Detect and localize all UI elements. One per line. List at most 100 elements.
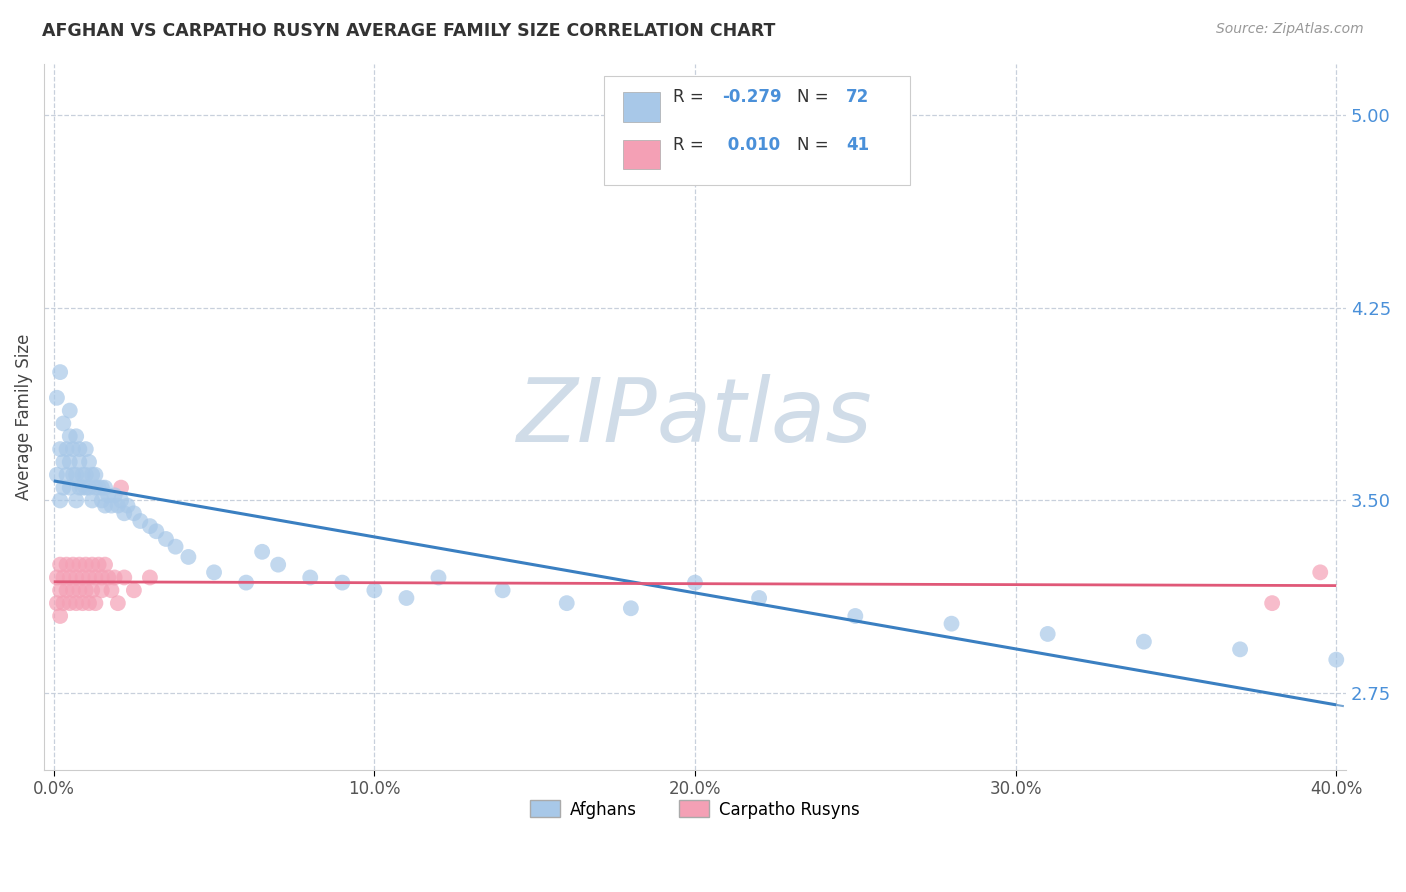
Point <box>67 442 90 456</box>
Point <box>250 545 273 559</box>
Point <box>112 570 135 584</box>
Point <box>49 609 72 624</box>
Point <box>49 365 72 379</box>
Text: -0.279: -0.279 <box>723 88 782 106</box>
Point <box>139 570 162 584</box>
Point <box>100 499 122 513</box>
Point <box>75 558 97 572</box>
Point <box>55 467 77 482</box>
Point <box>145 524 167 539</box>
Point <box>49 493 72 508</box>
Text: Source: ZipAtlas.com: Source: ZipAtlas.com <box>1216 22 1364 37</box>
Point <box>165 540 187 554</box>
Point <box>55 583 77 598</box>
Point <box>62 467 84 482</box>
Point <box>52 570 75 584</box>
Point <box>129 514 152 528</box>
Point <box>94 481 117 495</box>
Point <box>104 570 127 584</box>
Point <box>94 499 117 513</box>
Point <box>82 583 104 598</box>
Text: N =: N = <box>797 88 834 106</box>
Point <box>84 596 107 610</box>
Point <box>67 583 90 598</box>
Point <box>67 558 90 572</box>
Point <box>59 570 82 584</box>
Point <box>84 467 107 482</box>
Y-axis label: Average Family Size: Average Family Size <box>15 334 32 500</box>
Point <box>72 570 94 584</box>
Point <box>235 575 257 590</box>
Point <box>77 481 100 495</box>
Point <box>1036 627 1059 641</box>
Point <box>49 442 72 456</box>
Point <box>941 616 963 631</box>
Text: AFGHAN VS CARPATHO RUSYN AVERAGE FAMILY SIZE CORRELATION CHART: AFGHAN VS CARPATHO RUSYN AVERAGE FAMILY … <box>42 22 776 40</box>
Point <box>844 609 866 624</box>
Point <box>72 467 94 482</box>
Point <box>52 481 75 495</box>
Point <box>100 583 122 598</box>
Point <box>267 558 290 572</box>
Point <box>52 417 75 431</box>
Point <box>620 601 643 615</box>
Point <box>65 493 87 508</box>
Point <box>82 558 104 572</box>
Point <box>87 481 110 495</box>
Point <box>62 583 84 598</box>
Text: 0.010: 0.010 <box>723 136 780 154</box>
Bar <box>623 139 659 169</box>
Point <box>82 493 104 508</box>
Point <box>427 570 450 584</box>
Point <box>97 570 120 584</box>
Point <box>45 391 67 405</box>
Point <box>65 467 87 482</box>
Point <box>97 488 120 502</box>
Point <box>52 596 75 610</box>
Point <box>107 596 129 610</box>
Point <box>59 403 82 417</box>
Point <box>67 481 90 495</box>
Point <box>59 481 82 495</box>
Point <box>155 532 177 546</box>
Point <box>112 506 135 520</box>
Point <box>59 429 82 443</box>
Point <box>117 499 139 513</box>
Point <box>67 455 90 469</box>
Point <box>1229 642 1251 657</box>
Point <box>1324 652 1347 666</box>
Point <box>555 596 578 610</box>
Point <box>363 583 385 598</box>
Point <box>107 499 129 513</box>
Point <box>139 519 162 533</box>
Text: R =: R = <box>673 136 709 154</box>
Point <box>75 583 97 598</box>
Point <box>62 558 84 572</box>
Point <box>84 481 107 495</box>
Text: N =: N = <box>797 136 834 154</box>
Point <box>77 570 100 584</box>
Point <box>75 467 97 482</box>
Point <box>87 558 110 572</box>
Point <box>299 570 322 584</box>
Point <box>77 455 100 469</box>
Point <box>82 467 104 482</box>
Text: 41: 41 <box>846 136 869 154</box>
Point <box>55 558 77 572</box>
Point <box>491 583 513 598</box>
Point <box>110 493 132 508</box>
Point <box>65 570 87 584</box>
FancyBboxPatch shape <box>603 76 910 186</box>
Point <box>90 493 112 508</box>
Point <box>77 596 100 610</box>
Point <box>1261 596 1284 610</box>
Text: 72: 72 <box>846 88 869 106</box>
Point <box>59 455 82 469</box>
Point <box>122 583 145 598</box>
Point <box>75 442 97 456</box>
Point <box>748 591 770 605</box>
Point <box>72 481 94 495</box>
Point <box>45 596 67 610</box>
Text: R =: R = <box>673 88 709 106</box>
Point <box>104 488 127 502</box>
